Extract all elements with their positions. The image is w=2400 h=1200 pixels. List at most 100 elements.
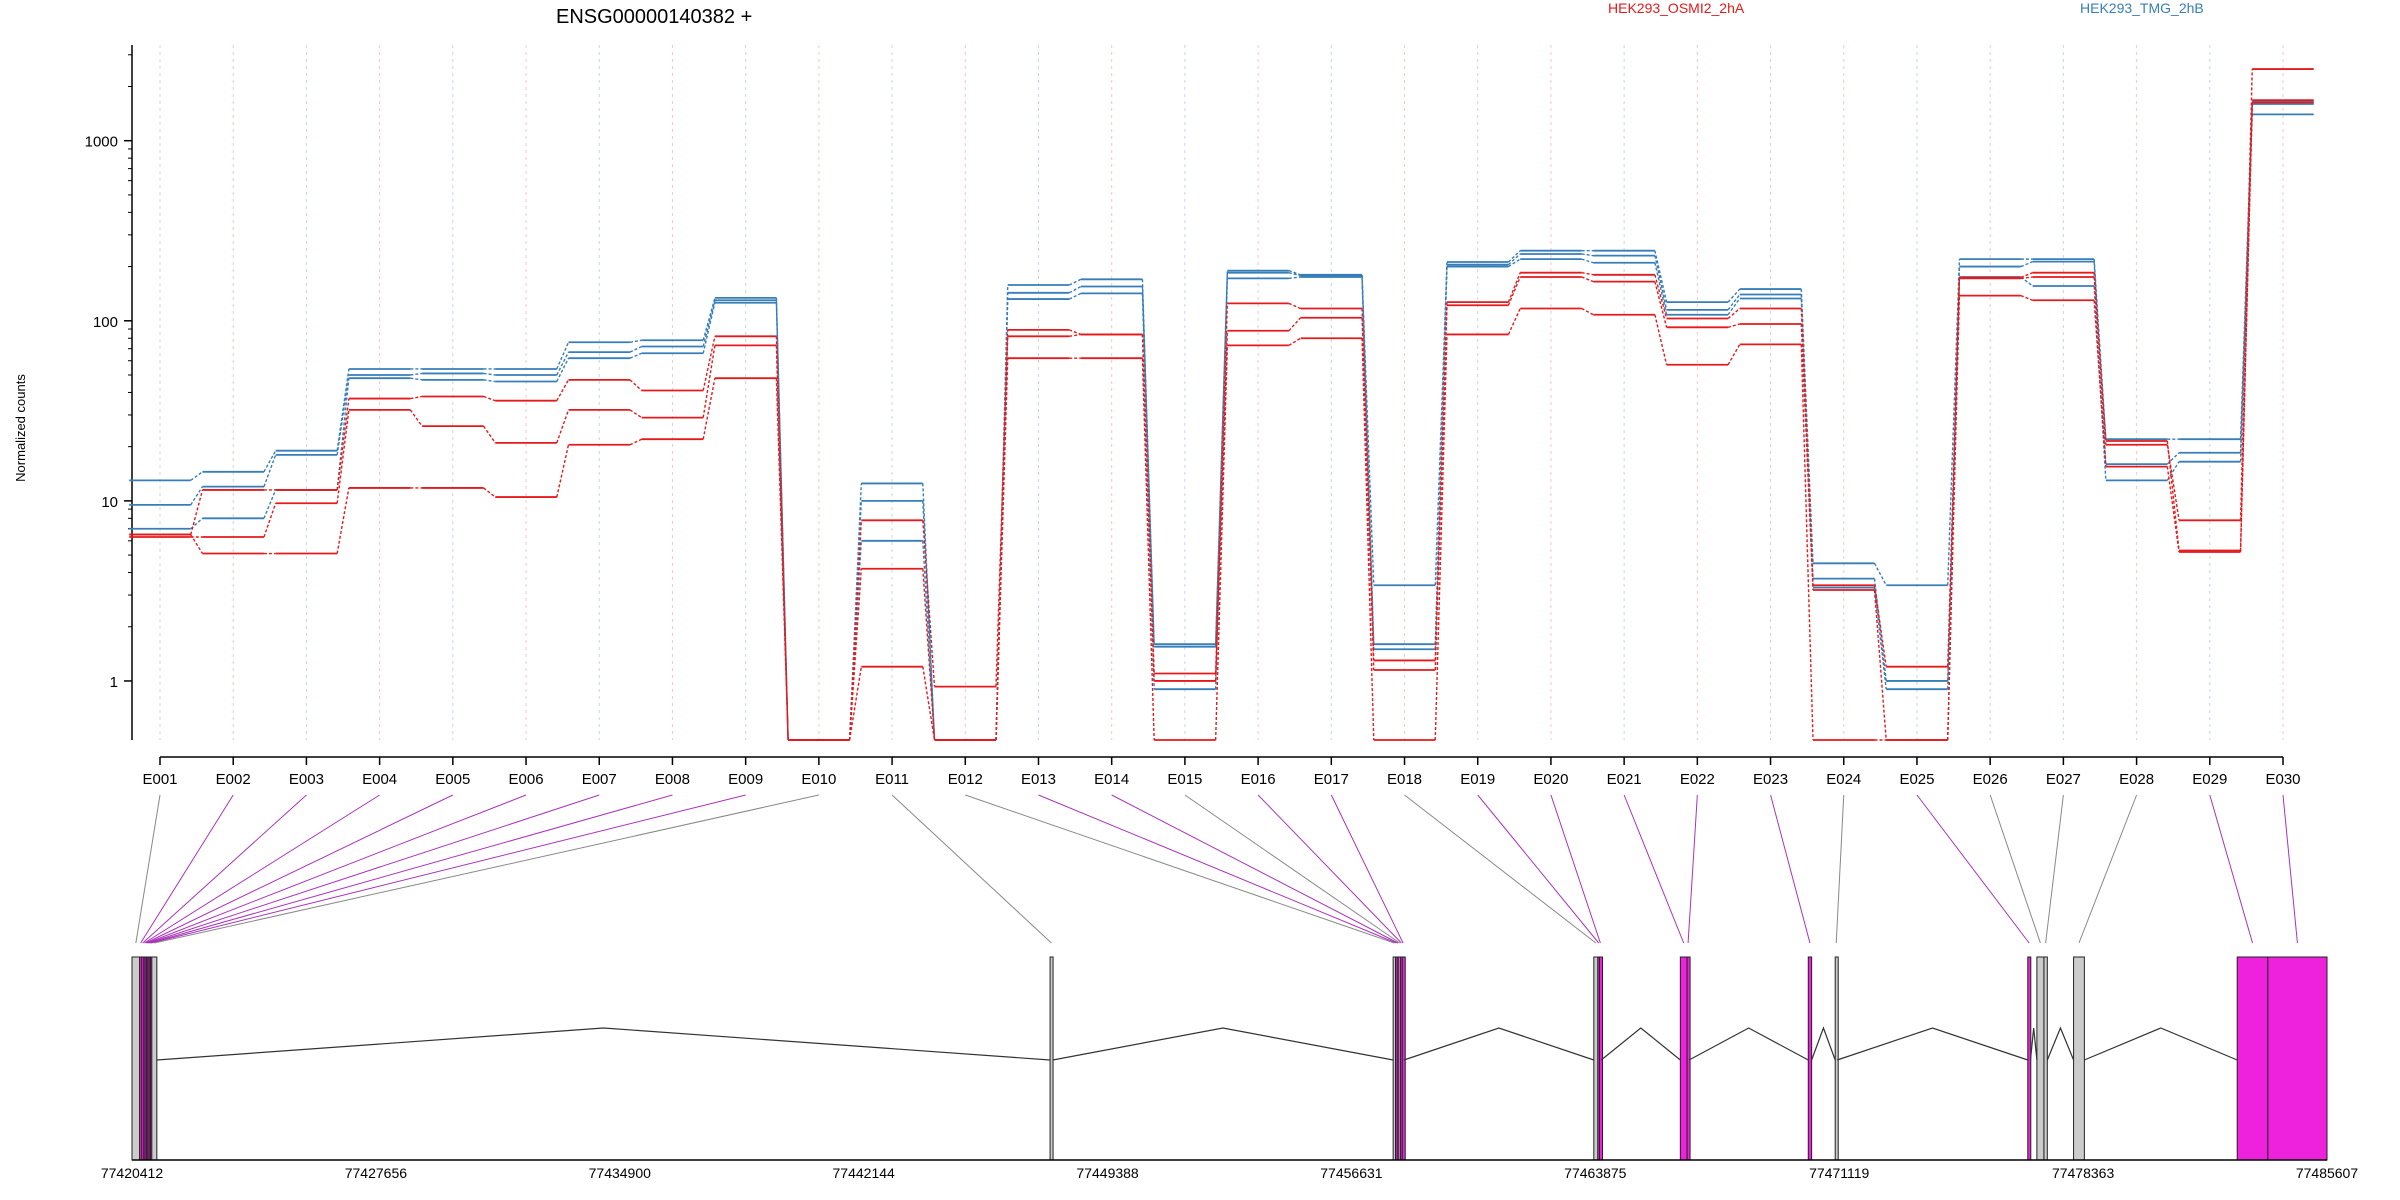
- series-connector: [1069, 333, 1082, 338]
- series-connector: [2020, 276, 2033, 280]
- exon-connector: [148, 794, 600, 944]
- series-connector: [263, 450, 277, 473]
- series-connector: [629, 339, 642, 343]
- series-line: [129, 103, 2314, 741]
- series-connector: [702, 345, 716, 418]
- exon-connector: [140, 794, 234, 944]
- y-tick-label: 100: [93, 314, 118, 331]
- exon-connector: [1257, 794, 1402, 944]
- intron-line: [2046, 1026, 2075, 1061]
- series-connector: [410, 395, 423, 400]
- genomic-tick-label: 77485607: [2296, 1165, 2359, 1181]
- x-tick-label: E001: [142, 771, 177, 788]
- series-connector: [556, 357, 570, 382]
- series-connector: [556, 444, 570, 498]
- intron-line: [156, 1027, 1051, 1061]
- series-line: [129, 99, 2314, 741]
- series-connector: [1507, 272, 1521, 303]
- x-tick-label: E024: [1826, 771, 1861, 788]
- series-connector: [336, 368, 350, 451]
- exon-connector: [1623, 794, 1685, 944]
- series-connector: [190, 486, 204, 506]
- series-connector: [483, 379, 496, 383]
- series-connector: [336, 374, 350, 456]
- genomic-tick-label: 77427656: [345, 1165, 408, 1181]
- series-connector: [336, 398, 350, 491]
- series-connector: [1288, 271, 1301, 277]
- x-tick-label: E030: [2265, 771, 2300, 788]
- series-connector: [1434, 305, 1448, 671]
- series-connector: [1141, 334, 1155, 681]
- x-tick-label: E005: [435, 771, 470, 788]
- series-connector: [2093, 276, 2107, 442]
- y-axis-label: Normalized counts: [13, 374, 28, 482]
- series-connector: [1214, 272, 1229, 647]
- intron-line: [1600, 1027, 1681, 1061]
- series-connector: [483, 372, 496, 376]
- x-tick-label: E013: [1021, 771, 1056, 788]
- x-tick-label: E016: [1241, 771, 1276, 788]
- series-connector: [1654, 281, 1668, 328]
- exon-connector: [1038, 794, 1397, 944]
- series-connector: [409, 409, 423, 427]
- series-connector: [775, 302, 789, 741]
- series-connector: [995, 358, 1009, 741]
- expression-plot: 1 10 100 1000 E001 E002 E003 E004 E005 E006 E007 E0…: [85, 45, 2314, 788]
- x-tick-label: E017: [1314, 771, 1349, 788]
- series-connector: [922, 666, 936, 741]
- x-tick-label: E020: [1533, 771, 1568, 788]
- exon-connector: [142, 794, 307, 944]
- series-connector: [1654, 255, 1668, 311]
- exon-connector: [1404, 794, 1597, 944]
- x-tick-label: E010: [801, 771, 836, 788]
- chart-title: ENSG00000140382 +: [556, 6, 752, 28]
- series-connector: [2239, 114, 2253, 462]
- series-connector: [1947, 259, 1961, 586]
- series-connector: [2093, 285, 2107, 481]
- y-tick-label: 10: [101, 494, 118, 511]
- x-tick-label: E029: [2192, 771, 2227, 788]
- genomic-tick-label: 77463875: [1564, 1165, 1627, 1181]
- x-tick-label: E014: [1094, 771, 1129, 788]
- series-connector: [556, 409, 570, 444]
- series-connector: [1507, 250, 1521, 263]
- series-connector: [1068, 278, 1082, 286]
- x-tick-label: E004: [362, 771, 397, 788]
- series-connector: [1581, 276, 1594, 283]
- series-connector: [1654, 250, 1668, 303]
- exon-connector: [1111, 794, 1399, 944]
- series-connector: [1361, 338, 1375, 741]
- series-connector: [1434, 334, 1448, 741]
- series-connector: [2020, 272, 2033, 279]
- series-connector: [190, 534, 204, 554]
- series-connector: [922, 520, 936, 687]
- exon-connector: [151, 794, 746, 944]
- series-connector: [1068, 292, 1082, 300]
- intron-line: [1811, 1026, 1836, 1061]
- series-connector: [1434, 266, 1448, 650]
- series-connector: [702, 302, 716, 354]
- exon-block: [1686, 956, 1691, 1161]
- series-connector: [629, 352, 642, 359]
- y-tick-label: 1: [110, 674, 118, 691]
- series-connector: [1873, 585, 1887, 667]
- series-connector: [1873, 562, 1887, 586]
- series-connector: [556, 379, 570, 402]
- exon-connector: [2282, 794, 2298, 944]
- exon-connector: [1770, 794, 1811, 944]
- series-connector: [1727, 288, 1741, 303]
- series-connector: [2239, 102, 2253, 553]
- intron-line: [1403, 1027, 1594, 1061]
- genomic-tick-label: 77471119: [1809, 1165, 1869, 1181]
- series-connector: [263, 454, 277, 487]
- series-connector: [702, 297, 716, 341]
- series-connector: [2166, 461, 2180, 481]
- series-connector: [190, 489, 204, 535]
- exon-connector-lines: [135, 794, 2298, 944]
- series-connector: [1581, 258, 1594, 264]
- series-connector: [336, 409, 350, 504]
- series-connector: [702, 336, 716, 391]
- exon-connector: [145, 794, 454, 944]
- series-connector: [1288, 317, 1302, 332]
- series-line: [129, 68, 2314, 741]
